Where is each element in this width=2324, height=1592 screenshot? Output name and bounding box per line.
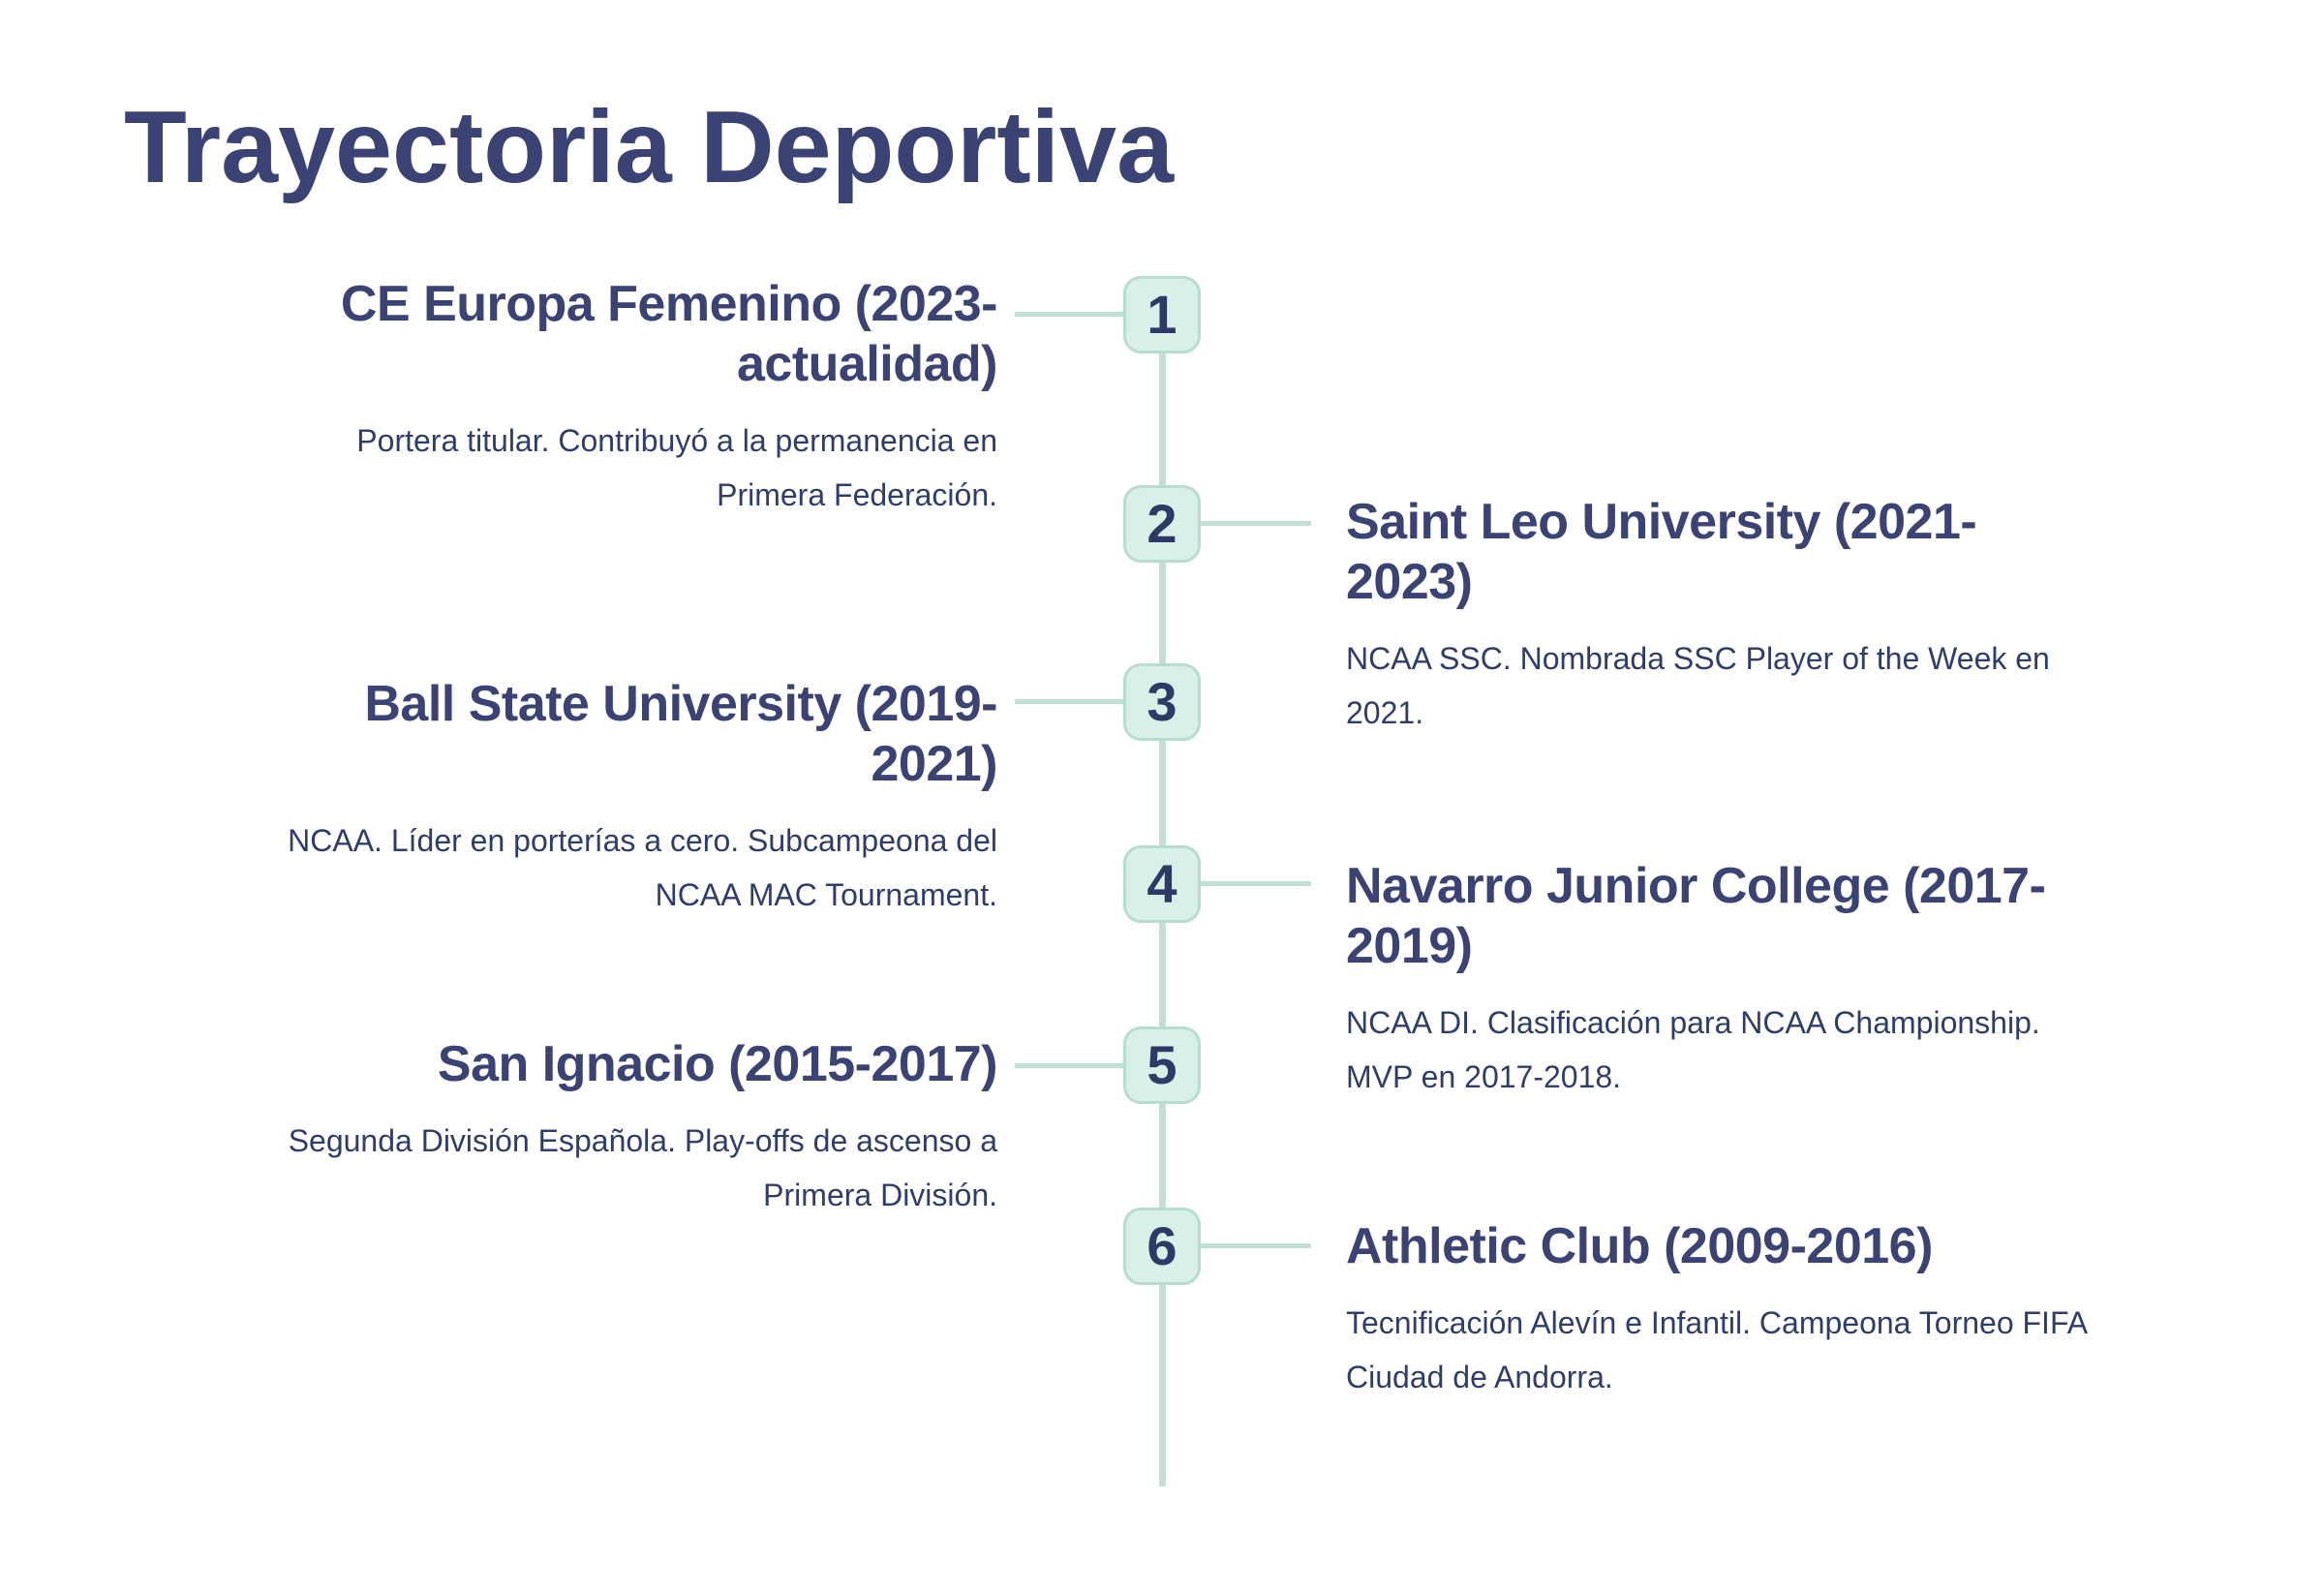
timeline-item-ce-europa: CE Europa Femenino (2023- actualidad) Po… xyxy=(126,274,998,522)
timeline-item-navarro: Navarro Junior College (2017- 2019) NCAA… xyxy=(1346,856,2276,1104)
timeline-badge-5: 5 xyxy=(1123,1026,1201,1104)
badge-number-6: 6 xyxy=(1147,1215,1177,1276)
item-description: NCAA SSC. Nombrada SSC Player of the Wee… xyxy=(1346,641,2050,730)
connector-line-2 xyxy=(1201,521,1311,526)
item-description: NCAA DI. Clasificación para NCAA Champio… xyxy=(1346,1005,2040,1094)
timeline-item-san-ignacio: San Ignacio (2015-2017) Segunda División… xyxy=(126,1034,998,1222)
badge-number-3: 3 xyxy=(1147,671,1177,732)
item-description: Segunda División Española. Play-offs de … xyxy=(288,1123,997,1212)
item-title: Saint Leo University (2021- 2023) xyxy=(1346,494,1977,610)
item-description: Tecnificación Alevín e Infantil. Campeon… xyxy=(1346,1305,2089,1394)
timeline-badge-2: 2 xyxy=(1123,485,1201,563)
item-title: San Ignacio (2015-2017) xyxy=(437,1036,998,1092)
timeline-badge-1: 1 xyxy=(1123,276,1201,353)
item-description: Portera titular. Contribuyó a la permane… xyxy=(356,423,997,512)
timeline-badge-3: 3 xyxy=(1123,663,1201,741)
item-title: CE Europa Femenino (2023- actualidad) xyxy=(340,276,998,392)
page-title: Trayectoria Deportiva xyxy=(124,90,1175,204)
item-title: Navarro Junior College (2017- 2019) xyxy=(1346,858,2046,974)
timeline-badge-4: 4 xyxy=(1123,845,1201,923)
badge-number-1: 1 xyxy=(1147,284,1177,345)
badge-number-4: 4 xyxy=(1147,853,1177,914)
connector-line-5 xyxy=(1015,1063,1125,1068)
item-title: Athletic Club (2009-2016) xyxy=(1346,1218,1933,1274)
item-description: NCAA. Líder en porterías a cero. Subcamp… xyxy=(288,823,997,912)
connector-line-1 xyxy=(1015,312,1125,317)
badge-number-5: 5 xyxy=(1147,1034,1177,1095)
connector-line-3 xyxy=(1015,699,1125,704)
badge-number-2: 2 xyxy=(1147,493,1177,554)
timeline-badge-6: 6 xyxy=(1123,1208,1201,1285)
timeline-item-athletic-club: Athletic Club (2009-2016) Tecnificación … xyxy=(1346,1216,2276,1404)
timeline-item-saint-leo: Saint Leo University (2021- 2023) NCAA S… xyxy=(1346,492,2276,740)
connector-line-6 xyxy=(1201,1243,1311,1248)
timeline-item-ball-state: Ball State University (2019- 2021) NCAA.… xyxy=(126,674,997,922)
connector-line-4 xyxy=(1201,881,1311,886)
item-title: Ball State University (2019- 2021) xyxy=(364,676,997,792)
